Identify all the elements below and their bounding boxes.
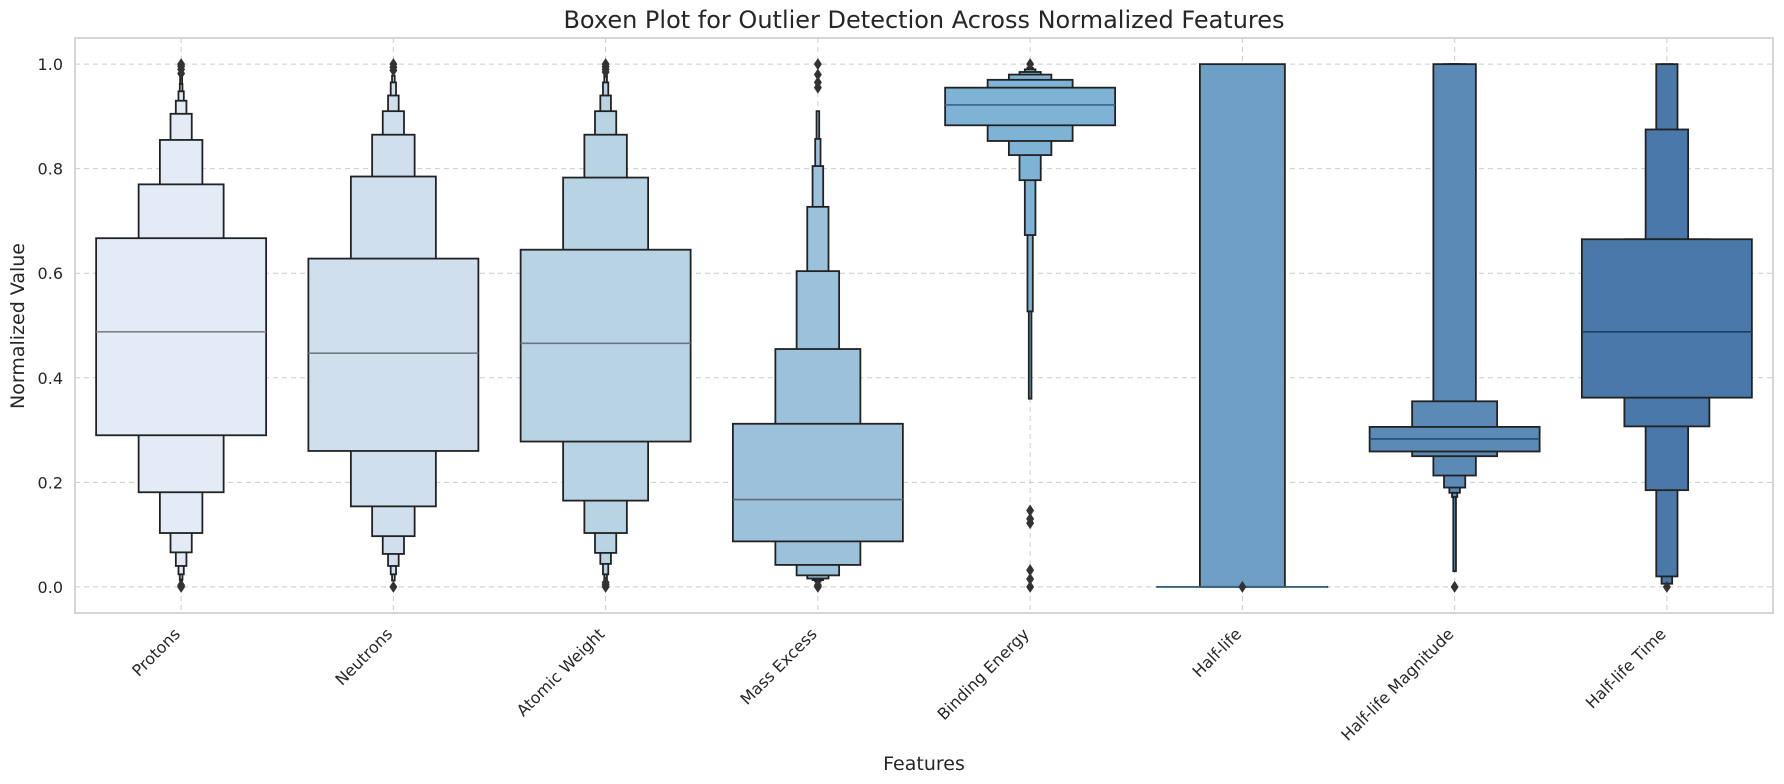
outlier-point bbox=[813, 58, 822, 71]
outlier-point bbox=[1450, 580, 1459, 593]
x-tick-label: Half-life Magnitude bbox=[1337, 624, 1457, 744]
boxen-level-box bbox=[944, 86, 1117, 127]
boxes-layer bbox=[95, 58, 1753, 593]
outlier-point bbox=[177, 58, 186, 71]
plot-frame bbox=[74, 37, 1774, 614]
boxen-level-box bbox=[307, 257, 480, 452]
outlier-point bbox=[389, 58, 398, 71]
boxen-series bbox=[1368, 63, 1541, 593]
outlier-point bbox=[177, 579, 186, 592]
x-tick-label: Half-life bbox=[1189, 624, 1246, 681]
boxen-level-box bbox=[1198, 63, 1286, 588]
boxen-series bbox=[519, 58, 692, 593]
x-tick-labels: Protons Neutrons Atomic Weight Mass Excess B… bbox=[128, 624, 1670, 744]
y-tick-label: 0.0 bbox=[38, 578, 63, 597]
outlier-point bbox=[1026, 573, 1035, 586]
y-tick-label: 0.8 bbox=[38, 160, 63, 179]
outlier-point bbox=[601, 58, 610, 71]
boxen-series bbox=[1580, 63, 1753, 593]
boxen-level-box bbox=[1580, 238, 1753, 399]
boxen-series bbox=[731, 58, 904, 593]
outlier-point bbox=[813, 579, 822, 592]
outlier-point bbox=[601, 576, 610, 589]
boxen-level-box bbox=[95, 237, 268, 437]
y-tick-label: 0.2 bbox=[38, 473, 63, 492]
chart-title: Boxen Plot for Outlier Detection Across … bbox=[563, 6, 1284, 34]
x-tick-label: Binding Energy bbox=[934, 624, 1033, 723]
y-tick-label: 0.4 bbox=[38, 369, 63, 388]
outlier-point bbox=[1026, 580, 1035, 593]
outlier-point bbox=[389, 580, 398, 593]
x-tick-label: Protons bbox=[128, 624, 184, 680]
outlier-point bbox=[813, 76, 822, 89]
outlier-point bbox=[1238, 580, 1247, 593]
outlier-point bbox=[813, 68, 822, 81]
boxen-level-box bbox=[519, 248, 692, 443]
outlier-point bbox=[1026, 504, 1035, 517]
y-tick-labels: 0.0 0.2 0.4 0.6 0.8 1.0 bbox=[38, 55, 63, 597]
boxen-level-box bbox=[731, 422, 904, 543]
boxen-series bbox=[95, 58, 268, 593]
boxen-series bbox=[307, 58, 480, 593]
y-tick-label: 0.6 bbox=[38, 264, 63, 283]
boxen-series bbox=[944, 58, 1117, 593]
y-axis-label: Normalized Value bbox=[7, 243, 29, 409]
outlier-point bbox=[1026, 58, 1035, 71]
outlier-point bbox=[1026, 564, 1035, 577]
x-axis-label: Features bbox=[883, 753, 965, 775]
outlier-point bbox=[1662, 580, 1671, 593]
y-tick-label: 1.0 bbox=[38, 55, 63, 74]
outlier-point bbox=[1026, 512, 1035, 525]
x-tick-label: Atomic Weight bbox=[513, 624, 609, 720]
x-tick-label: Neutrons bbox=[331, 624, 396, 689]
x-tick-label: Half-life Time bbox=[1582, 624, 1670, 712]
x-tick-label: Mass Excess bbox=[737, 624, 821, 708]
boxen-series bbox=[1156, 63, 1329, 593]
